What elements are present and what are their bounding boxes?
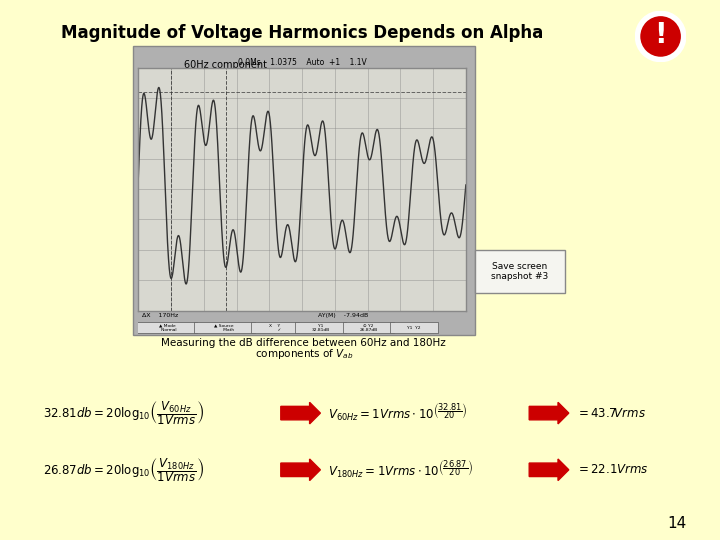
- Text: Magnitude of Voltage Harmonics Depends on Alpha: Magnitude of Voltage Harmonics Depends o…: [61, 24, 544, 42]
- Circle shape: [637, 14, 684, 59]
- FancyBboxPatch shape: [343, 322, 394, 334]
- Text: ⊙ Y2
26.87dB: ⊙ Y2 26.87dB: [359, 323, 377, 332]
- FancyArrow shape: [529, 459, 569, 481]
- FancyArrow shape: [281, 402, 320, 424]
- Text: $= 43.7Vrms$: $= 43.7Vrms$: [576, 407, 646, 420]
- Text: 60Hz component: 60Hz component: [159, 59, 266, 87]
- Text: components of $V_{ab}$: components of $V_{ab}$: [255, 347, 353, 361]
- Text: $= 22.1Vrms$: $= 22.1Vrms$: [576, 463, 649, 476]
- Text: $26.87db = 20\log_{10}\!\left(\dfrac{V_{180Hz}}{1Vrms}\right)$: $26.87db = 20\log_{10}\!\left(\dfrac{V_{…: [43, 456, 204, 484]
- FancyBboxPatch shape: [475, 250, 565, 293]
- Text: 180Hz component: 180Hz component: [210, 76, 327, 105]
- Text: Measuring the dB difference between 60Hz and 180Hz: Measuring the dB difference between 60Hz…: [161, 338, 446, 348]
- FancyArrow shape: [529, 402, 569, 424]
- Text: 100Hz: 100Hz: [194, 218, 223, 227]
- Text: 0.0Ms    1.0375    Auto  +1    1.1V: 0.0Ms 1.0375 Auto +1 1.1V: [238, 58, 366, 67]
- Text: ▲ Source
      Math: ▲ Source Math: [215, 323, 234, 332]
- FancyBboxPatch shape: [295, 322, 346, 334]
- FancyBboxPatch shape: [251, 322, 299, 334]
- Text: AY(M)    -7.94dB: AY(M) -7.94dB: [318, 313, 369, 319]
- Text: X    Y
       ✓: X Y ✓: [269, 323, 282, 332]
- Text: Save screen
snapshot #3: Save screen snapshot #3: [491, 262, 549, 281]
- Text: !: !: [654, 21, 667, 49]
- Text: $V_{60Hz} = 1Vrms \cdot 10^{\left(\dfrac{32.81}{20}\right)}$: $V_{60Hz} = 1Vrms \cdot 10^{\left(\dfrac…: [328, 402, 467, 424]
- Text: ΔX    170Hz: ΔX 170Hz: [142, 313, 178, 319]
- Text: 14: 14: [667, 516, 686, 531]
- FancyArrow shape: [281, 459, 320, 481]
- Text: Y1  Y2: Y1 Y2: [408, 326, 421, 330]
- FancyBboxPatch shape: [137, 322, 197, 334]
- FancyBboxPatch shape: [194, 322, 255, 334]
- Text: ▲ Mode
   Normal: ▲ Mode Normal: [157, 323, 176, 332]
- Text: Y1
32.81dB: Y1 32.81dB: [312, 323, 330, 332]
- Text: $V_{180Hz} = 1Vrms \cdot 10^{\left(\dfrac{26.87}{20}\right)}$: $V_{180Hz} = 1Vrms \cdot 10^{\left(\dfra…: [328, 458, 472, 481]
- FancyBboxPatch shape: [390, 322, 438, 334]
- FancyBboxPatch shape: [133, 46, 475, 335]
- Text: $32.81db = 20\log_{10}\!\left(\dfrac{V_{60Hz}}{1Vrms}\right)$: $32.81db = 20\log_{10}\!\left(\dfrac{V_{…: [43, 399, 204, 427]
